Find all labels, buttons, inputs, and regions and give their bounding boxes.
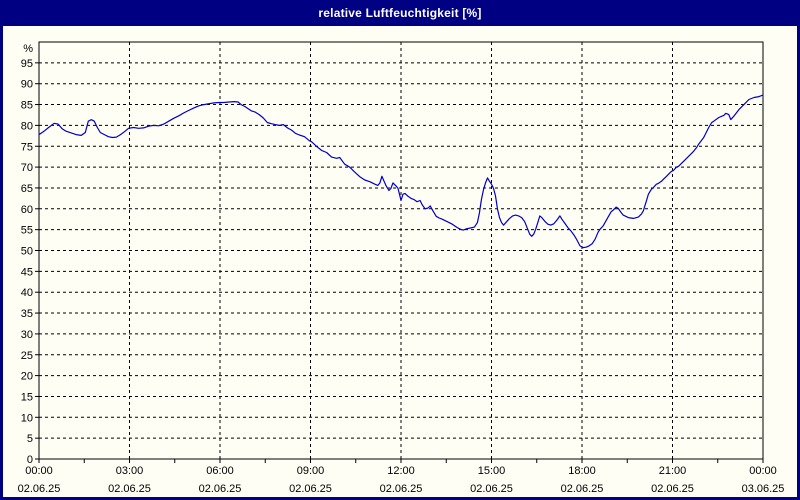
- x-tick-date-label: 03.06.25: [742, 483, 785, 495]
- y-tick-label: 45: [21, 266, 33, 278]
- humidity-series-line: [38, 94, 764, 249]
- y-tick-label: 70: [21, 162, 33, 174]
- y-tick-label: 15: [21, 391, 33, 403]
- chart-area: 0 5 10 15 20 25 30 35 40 45 50 55 60 65 70 75 80 85 90 95% 0…: [3, 26, 797, 497]
- y-tick-label: 60: [21, 204, 33, 216]
- x-tick-date-label: 02.06.25: [289, 483, 332, 495]
- x-tick-time-label: 12:00: [387, 465, 415, 477]
- y-tick-label: 25: [21, 350, 33, 362]
- y-tick-label: 5: [27, 433, 33, 445]
- y-tick-label: 65: [21, 183, 33, 195]
- y-tick-label: 55: [21, 225, 33, 237]
- y-tick-label: 85: [21, 100, 33, 112]
- y-tick-label: 80: [21, 120, 33, 132]
- y-tick-label: 90: [21, 79, 33, 91]
- title-bar: relative Luftfeuchtigkeit [%]: [0, 0, 800, 26]
- x-tick-time-label: 21:00: [659, 465, 687, 477]
- x-tick-date-label: 02.06.25: [108, 483, 151, 495]
- y-tick-label: 40: [21, 287, 33, 299]
- y-tick-label: 75: [21, 141, 33, 153]
- x-tick-time-label: 00:00: [749, 465, 777, 477]
- x-tick-date-label: 02.06.25: [199, 483, 242, 495]
- x-tick-time-label: 09:00: [297, 465, 325, 477]
- x-tick-date-label: 02.06.25: [380, 483, 423, 495]
- x-tick-date-label: 02.06.25: [470, 483, 513, 495]
- x-tick-time-label: 15:00: [478, 465, 506, 477]
- y-tick-label: 10: [21, 412, 33, 424]
- x-tick-date-label: 02.06.25: [651, 483, 694, 495]
- humidity-line-chart: 0 5 10 15 20 25 30 35 40 45 50 55 60 65 70 75 80 85 90 95% 0…: [18, 41, 785, 495]
- y-tick-label: 20: [21, 371, 33, 383]
- x-tick-date-label: 02.06.25: [561, 483, 604, 495]
- y-tick-label: 35: [21, 308, 33, 320]
- x-tick-time-label: 06:00: [206, 465, 234, 477]
- x-tick-time-label: 03:00: [116, 465, 144, 477]
- y-axis-unit-label: %: [23, 43, 33, 55]
- y-tick-label: 0: [27, 454, 33, 466]
- y-tick-label: 95: [21, 58, 33, 70]
- x-tick-time-label: 18:00: [568, 465, 596, 477]
- x-tick-date-label: 02.06.25: [18, 483, 61, 495]
- y-tick-label: 30: [21, 329, 33, 341]
- y-tick-label: 50: [21, 246, 33, 258]
- window-title: relative Luftfeuchtigkeit [%]: [318, 6, 482, 20]
- x-tick-time-label: 00:00: [25, 465, 53, 477]
